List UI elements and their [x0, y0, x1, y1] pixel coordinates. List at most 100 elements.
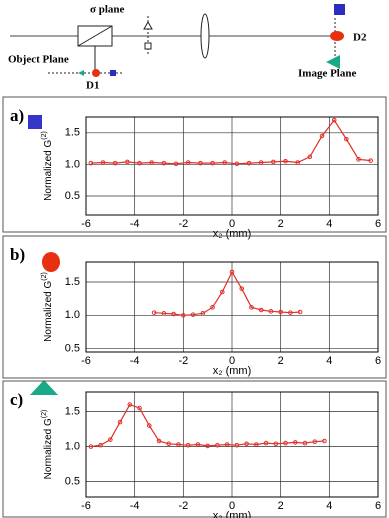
plot-border [85, 261, 379, 353]
data-point [185, 442, 191, 448]
panel-label: b) [10, 245, 25, 264]
data-point [271, 159, 276, 165]
data-point [219, 289, 225, 295]
x-tick-label: -2 [178, 355, 188, 367]
data-point [224, 442, 230, 447]
data-point [146, 423, 152, 428]
data-point [229, 269, 235, 275]
data-point [268, 309, 274, 314]
data-point [319, 133, 325, 139]
data-point [88, 160, 94, 166]
data-point [156, 438, 162, 444]
y-axis-label-main: Normalized G [43, 418, 54, 479]
y-tick-label: 0.5 [65, 476, 80, 488]
data-point [137, 405, 142, 411]
x-tick-label: -6 [81, 500, 91, 512]
data-point [151, 310, 157, 315]
data-point [278, 309, 283, 315]
data-point [283, 440, 288, 446]
data-point [166, 441, 172, 447]
x-tick-label: 4 [326, 218, 332, 230]
x-tick-label: 0 [229, 218, 235, 230]
x-tick-label: 6 [375, 500, 381, 512]
data-point [312, 439, 318, 445]
y-tick-label: 1.5 [65, 406, 80, 418]
panel-label: c) [10, 390, 23, 409]
data-point [215, 442, 220, 448]
x-tick-label: -2 [178, 500, 188, 512]
panel-frame [2, 380, 387, 518]
data-point [344, 136, 349, 142]
x-tick-label: 2 [278, 218, 284, 230]
panel-label: a) [10, 106, 24, 125]
data-point [322, 438, 327, 444]
x-tick-label: 4 [326, 355, 332, 367]
series-line [90, 119, 371, 165]
x-tick-label: 2 [278, 500, 284, 512]
x-tick-label: 0 [229, 355, 235, 367]
data-point [254, 442, 259, 447]
y-tick-label: 0.5 [65, 190, 80, 202]
y-tick-label: 1.5 [65, 276, 80, 288]
series-line [154, 270, 301, 316]
data-point [161, 160, 167, 166]
data-point [185, 160, 191, 165]
y-tick-label: 1.0 [65, 441, 80, 453]
x-tick-label: 0 [229, 500, 235, 512]
data-point [112, 160, 118, 166]
data-point [100, 160, 106, 165]
y-tick-label: 1.0 [65, 309, 80, 321]
data-point [161, 311, 167, 316]
data-point [246, 160, 252, 166]
icon [30, 380, 58, 395]
series-line [90, 403, 325, 448]
y-axis-label-sup: (2) [41, 272, 48, 281]
data-point [234, 161, 240, 167]
diagram-label: Image Plane [298, 68, 356, 80]
diagram-label: D1 [86, 80, 99, 92]
icon [42, 252, 60, 272]
data-point [195, 442, 201, 447]
data-point [108, 437, 113, 442]
diagram-label: Object Plane [8, 54, 69, 66]
x-tick-label: 6 [375, 355, 381, 367]
data-point [98, 442, 103, 448]
data-point [368, 158, 374, 163]
y-axis-label-main: Normalized G [43, 140, 54, 201]
x-tick-label: -4 [130, 500, 140, 512]
setup-diagram [10, 4, 345, 77]
data-point [249, 305, 254, 310]
data-point [331, 117, 337, 123]
panel-frame [2, 235, 387, 379]
data-point [200, 311, 206, 316]
data-point [239, 286, 245, 291]
x-tick-label: -2 [178, 218, 188, 230]
data-point [117, 419, 123, 425]
y-axis-label: Normalized G(2) [41, 131, 54, 201]
data-point [88, 444, 94, 449]
data-point [198, 160, 203, 166]
x-tick-label: -6 [81, 218, 91, 230]
panel-frame [2, 96, 387, 233]
data-point [244, 441, 249, 447]
data-point [307, 154, 313, 160]
data-point [125, 159, 130, 165]
x-tick-label: -4 [130, 355, 140, 367]
data-point [273, 441, 279, 447]
data-point [127, 402, 133, 407]
x-tick-label: 4 [326, 500, 332, 512]
y-tick-label: 1.0 [65, 158, 80, 170]
data-point [258, 160, 264, 165]
data-point [234, 442, 240, 448]
data-point [171, 311, 176, 317]
diagram-label: D2 [353, 32, 367, 44]
y-axis-label-sup: (2) [41, 131, 48, 140]
plot-border [85, 116, 379, 216]
y-axis-label: Normalized G(2) [41, 272, 54, 342]
data-point [292, 440, 298, 445]
y-tick-label: 0.5 [65, 343, 80, 355]
data-point [297, 309, 303, 315]
x-axis-label: x₂ (mm) [213, 228, 251, 240]
data-point [283, 158, 288, 164]
